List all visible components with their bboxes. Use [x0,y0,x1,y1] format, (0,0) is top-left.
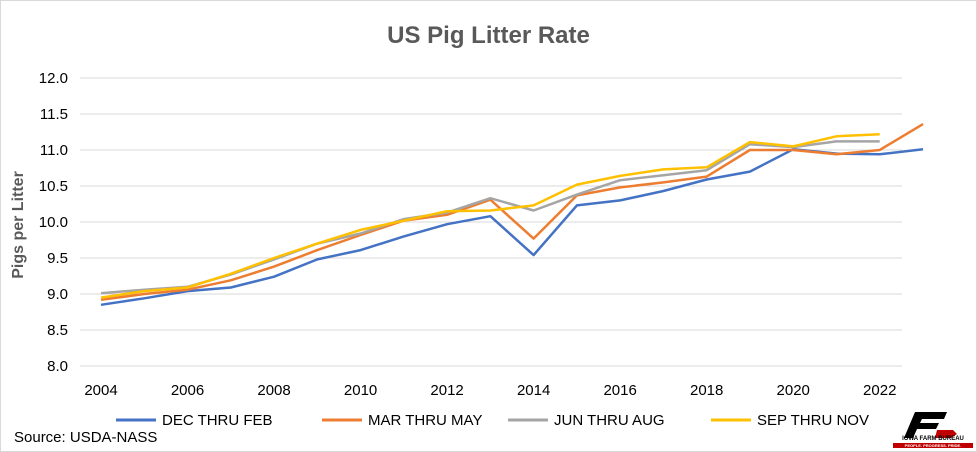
y-axis-label: Pigs per Litter [10,171,27,279]
series-lines [100,123,924,307]
x-tick-label: 2004 [84,382,117,399]
legend-label: SEP THRU NOV [757,412,869,429]
y-tick-label: 10.0 [39,214,68,231]
y-tick-label: 9.0 [47,286,68,303]
y-tick-label: 9.5 [47,250,68,267]
series-line [100,148,924,307]
x-tick-label: 2012 [430,382,463,399]
legend: DEC THRU FEB MAR THRU MAY JUN THRU AUG SEP … [116,412,869,429]
legend-label: MAR THRU MAY [368,412,482,429]
y-tick-label: 11.5 [40,106,68,123]
x-tick-label: 2016 [603,382,636,399]
x-tick-label: 2022 [863,382,896,399]
farm-bureau-logo-icon [904,412,957,438]
logo-text: IOWA FARM BUREAU [902,436,964,442]
x-tick-label: 2006 [171,382,204,399]
legend-label: DEC THRU FEB [162,412,273,429]
y-tick-label: 8.5 [47,322,68,339]
chart-title: US Pig Litter Rate [387,22,590,49]
x-tick-labels: 2004 2006 2008 2010 2012 2014 2016 2018 2020 2022 [84,382,896,399]
y-tick-label: 8.0 [47,358,68,375]
gridlines [80,77,902,367]
series-line [100,123,924,302]
x-tick-label: 2014 [517,382,550,399]
x-tick-label: 2010 [344,382,377,399]
y-tick-label: 12.0 [39,70,68,87]
legend-label: JUN THRU AUG [554,412,665,429]
y-tick-labels: 8.0 8.5 9.0 9.5 10.0 10.5 11.0 11.5 12.0 [39,70,68,375]
series-line [100,132,880,299]
y-tick-label: 10.5 [39,178,68,195]
x-tick-label: 2020 [777,382,810,399]
x-tick-label: 2018 [690,382,723,399]
x-tick-label: 2008 [257,382,290,399]
logo-tagline: PEOPLE. PROGRESS. PRIDE. [893,443,973,448]
y-tick-label: 11.0 [40,142,68,159]
source-note: Source: USDA-NASS [14,429,158,446]
